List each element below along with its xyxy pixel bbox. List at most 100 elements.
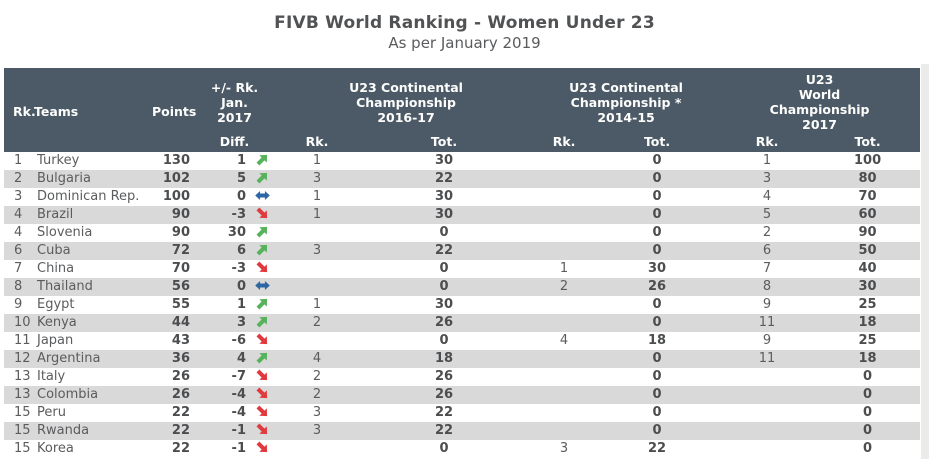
cc-2016-17-total-cell: 22 [355,422,534,440]
rank-cell: 2 [4,170,34,188]
cc-2014-15-total-cell: 0 [595,242,720,260]
table-row: 6 Cuba 72 6 3 22 0 6 50 [4,242,921,260]
trend-down-icon [256,405,268,417]
wc-2017-total-cell: 0 [815,386,921,404]
points-cell: 22 [171,441,190,456]
cc-2016-17-total-cell: 26 [355,314,534,332]
cc-2016-17-total-cell: 18 [355,350,534,368]
trend-cell [246,350,280,368]
cc-2016-17-total-cell: 0 [439,333,449,348]
cc-2014-15-rank-cell [533,404,595,422]
cc-2014-15-total-cell: 18 [647,333,667,348]
trend-cell [246,206,280,224]
page-subtitle: As per January 2019 [388,34,541,52]
trend-cell [246,440,279,458]
points-cell: 56 [152,278,190,296]
points-cell: 70 [171,261,190,276]
team-name-cell: Turkey [37,153,80,168]
rank-diff-cell: -3 [231,261,246,276]
rank-cell: 7 [14,261,23,276]
subheader-wc-total: Tot. [815,134,921,152]
team-name-cell: Korea [37,441,74,456]
cc-2014-15-total-cell: 0 [652,297,662,312]
table-row: 15 Korea 22 -1 0 3 22 0 [4,440,920,458]
table-row: 15 Peru 22 -4 3 22 0 0 [4,404,920,422]
rank-diff-cell: -4 [231,405,246,420]
rank-cell: 10 [4,314,34,332]
rank-diff-cell: 1 [236,153,246,168]
header-rank: Rk. [4,68,36,152]
points-cell: 100 [162,189,190,204]
wc-2017-total-cell: 25 [858,333,877,348]
wc-2017-total-cell: 0 [863,405,873,420]
cc-2016-17-total-cell: 0 [439,261,449,276]
cc-2014-15-rank-cell [533,296,595,314]
rank-cell: 15 [14,405,31,420]
points-cell: 22 [171,405,190,420]
table-row: 8 Thailand 56 0 0 2 26 8 30 [4,278,921,296]
cc-2014-15-rank-cell [533,152,595,170]
wc-2017-total-cell: 100 [853,153,882,168]
rank-cell: 4 [14,225,23,240]
cc-2016-17-rank-cell: 2 [279,386,356,404]
cc-2016-17-rank-cell [279,332,355,350]
rank-diff-cell: 6 [190,242,246,260]
wc-2017-rank-cell: 5 [719,206,816,224]
cc-2016-17-total-cell: 30 [434,153,454,168]
points-cell: 44 [152,314,190,332]
cc-2016-17-rank-cell: 2 [279,314,356,332]
table-row: 4 Slovenia 90 30 0 0 2 90 [4,224,920,242]
wc-2017-total-cell: 25 [858,297,877,312]
cc-2014-15-total-cell: 0 [595,350,720,368]
points-cell: 72 [152,242,190,260]
rank-diff-cell: 1 [236,297,246,312]
cc-2016-17-rank-cell: 1 [312,153,322,168]
cc-2014-15-total-cell: 0 [652,153,662,168]
rank-diff-cell: 0 [236,189,246,204]
cc-2016-17-rank-cell: 1 [312,189,322,204]
rank-diff-cell: -7 [231,369,246,384]
rank-cell: 15 [4,422,34,440]
wc-2017-rank-cell: 11 [719,314,816,332]
cc-2014-15-rank-cell [533,206,596,224]
trend-cell [246,188,279,206]
cc-2014-15-total-cell: 0 [652,405,662,420]
cc-2014-15-rank-cell: 4 [559,333,569,348]
team-name-cell: Italy [37,369,66,384]
wc-2017-rank-cell: 9 [762,297,772,312]
cc-2016-17-total-cell: 26 [355,386,534,404]
cc-2014-15-rank-cell [533,386,596,404]
ranking-table: Rk. Teams Points +/- Rk. Jan. 2017 U23 C… [4,68,921,458]
trend-down-icon [256,441,268,453]
rank-cell: 15 [14,441,31,456]
rank-diff-cell: 0 [190,278,246,296]
cc-2016-17-total-cell: 0 [439,441,449,456]
cc-2016-17-rank-cell [279,440,355,458]
cc-2014-15-rank-cell [533,314,596,332]
trend-up-icon [256,352,268,364]
cc-2014-15-rank-cell [533,224,595,242]
table-row: 4 Brazil 90 -3 1 30 0 5 60 [4,206,921,224]
cc-2014-15-rank-cell: 1 [559,261,569,276]
cc-2016-17-rank-cell: 3 [279,242,356,260]
wc-2017-rank-cell: 9 [762,333,772,348]
points-cell: 43 [171,333,190,348]
wc-2017-rank-cell: 11 [719,350,816,368]
cc-2016-17-total-cell: 0 [355,278,534,296]
cc-2014-15-total-cell: 0 [595,314,720,332]
page-title: FIVB World Ranking - Women Under 23 [274,13,655,33]
cc-2016-17-rank-cell [279,224,355,242]
trend-cell [246,278,280,296]
wc-2017-rank-cell [719,404,815,422]
cc-2014-15-total-cell: 22 [647,441,667,456]
rank-diff-cell: -1 [231,441,246,456]
wc-2017-total-cell: 0 [863,441,873,456]
cc-2014-15-total-cell: 0 [652,189,662,204]
trend-up-icon [256,154,268,166]
subheader-cc1415-rank: Rk. [533,134,596,152]
table-row: 13 Colombia 26 -4 2 26 0 0 [4,386,921,404]
table-row: 7 China 70 -3 0 1 30 7 40 [4,260,920,278]
subheader-cc1617-rank: Rk. [279,134,356,152]
wc-2017-rank-cell [719,368,815,386]
team-name-cell: Colombia [34,386,152,404]
